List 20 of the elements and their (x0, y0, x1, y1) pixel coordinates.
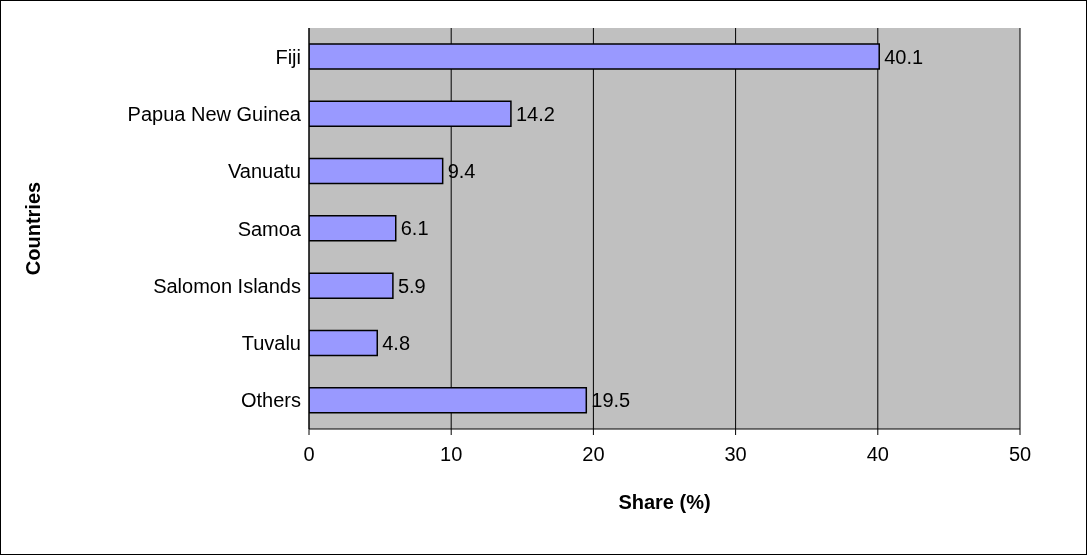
data-label: 40.1 (884, 45, 924, 68)
y-tick-label: Papua New Guinea (127, 103, 302, 126)
x-tick-label: 30 (724, 443, 747, 466)
x-tick-label: 0 (303, 443, 315, 466)
y-axis-title: Countries (22, 181, 45, 276)
y-tick-label: Vanuatu (227, 160, 301, 183)
y-tick-label: Tuvalu (241, 332, 301, 355)
x-tick-label: 20 (582, 443, 605, 466)
data-label: 4.8 (382, 332, 411, 355)
x-tick-label: 10 (440, 443, 463, 466)
y-tick-label: Others (240, 389, 301, 412)
x-axis-title: Share (%) (618, 491, 711, 513)
data-label: 5.9 (397, 274, 426, 297)
y-tick-label: Fiji (275, 45, 301, 68)
x-tick-label: 50 (1008, 443, 1032, 466)
data-label: 14.2 (515, 102, 555, 125)
x-tick-label: 40 (866, 443, 889, 466)
y-tick-label: Samoa (237, 217, 302, 240)
y-tick-label: Salomon Islands (153, 274, 301, 297)
data-label: 6.1 (400, 217, 429, 240)
